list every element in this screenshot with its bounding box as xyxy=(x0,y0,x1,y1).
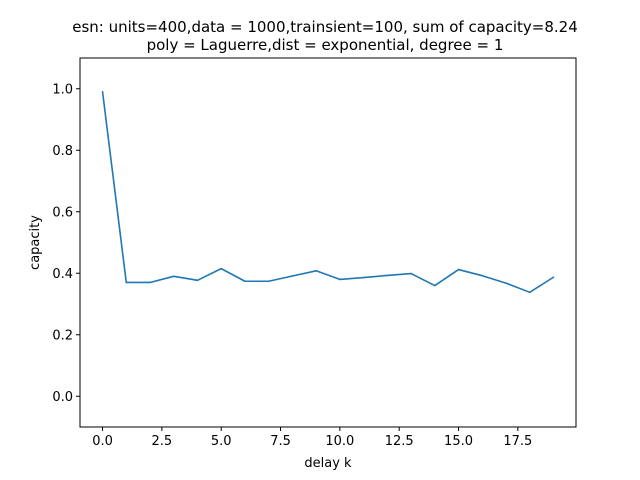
y-tick-label: 0.4 xyxy=(52,267,73,282)
data-point xyxy=(553,276,555,278)
data-point xyxy=(125,282,127,284)
x-tick-label: 10.0 xyxy=(325,434,354,449)
data-point xyxy=(363,277,365,279)
x-tick-label: 2.5 xyxy=(152,434,173,449)
data-point xyxy=(339,279,341,281)
data-point xyxy=(410,273,412,275)
data-point xyxy=(197,280,199,282)
data-point xyxy=(102,91,104,93)
x-axis-label: delay k xyxy=(304,456,352,471)
data-point xyxy=(387,275,389,277)
x-tick-label: 15.0 xyxy=(444,434,473,449)
data-point xyxy=(292,275,294,277)
data-point xyxy=(529,292,531,294)
data-point xyxy=(173,276,175,278)
data-point xyxy=(244,280,246,282)
data-point xyxy=(434,285,436,287)
y-tick-label: 0.0 xyxy=(52,390,73,405)
data-point xyxy=(149,282,151,284)
data-point xyxy=(220,268,222,270)
x-tick-label: 17.5 xyxy=(503,434,532,449)
y-tick-label: 1.0 xyxy=(52,82,73,97)
chart-title-line-2: poly = Laguerre,dist = exponential, degr… xyxy=(147,36,504,54)
data-point xyxy=(458,269,460,271)
x-tick-label: 5.0 xyxy=(211,434,232,449)
data-point xyxy=(268,280,270,282)
y-tick-label: 0.6 xyxy=(52,205,73,220)
data-point xyxy=(481,275,483,277)
y-axis-label: capacity xyxy=(28,215,43,270)
x-tick-label: 0.0 xyxy=(92,434,113,449)
x-tick-label: 7.5 xyxy=(270,434,291,449)
x-tick-label: 12.5 xyxy=(385,434,414,449)
y-tick-label: 0.8 xyxy=(52,144,73,159)
y-tick-label: 0.2 xyxy=(52,328,73,343)
data-point xyxy=(505,282,507,284)
chart-title-line-1: esn: units=400,data = 1000,trainsient=10… xyxy=(72,18,578,36)
data-point xyxy=(315,270,317,272)
